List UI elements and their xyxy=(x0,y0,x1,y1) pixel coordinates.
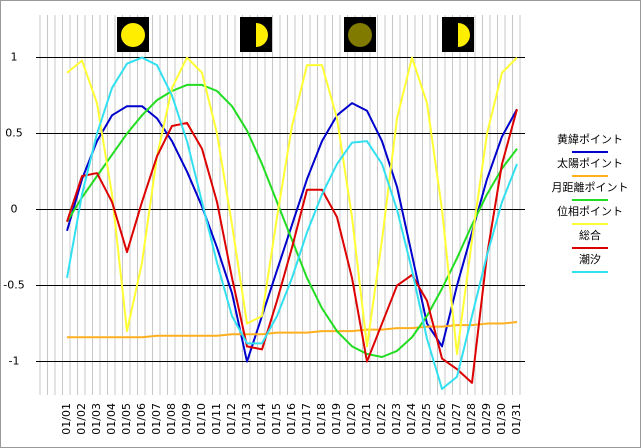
x-tick-label: 01/08 xyxy=(165,403,178,435)
x-tick-label: 01/30 xyxy=(495,403,508,435)
half-moon xyxy=(458,23,470,47)
x-tick-label: 01/15 xyxy=(270,403,283,435)
legend-label: 太陽ポイント xyxy=(557,157,623,170)
series-line xyxy=(66,56,518,390)
x-tick-label: 01/10 xyxy=(195,403,208,435)
y-tick-label: 1 xyxy=(11,51,18,64)
x-tick-label: 01/17 xyxy=(300,403,313,435)
x-tick-label: 01/06 xyxy=(135,403,148,435)
x-tick-label: 01/31 xyxy=(510,403,523,435)
series-line xyxy=(66,56,518,355)
x-tick-label: 01/13 xyxy=(240,403,253,435)
moon-icons xyxy=(117,17,474,52)
x-tick-label: 01/29 xyxy=(480,403,493,435)
x-tick-label: 01/26 xyxy=(435,403,448,435)
x-tick-label: 01/20 xyxy=(345,403,358,435)
full-moon xyxy=(121,23,145,47)
x-tick-label: 01/05 xyxy=(120,403,133,435)
x-tick-label: 01/01 xyxy=(60,403,73,435)
x-tick-label: 01/23 xyxy=(390,403,403,435)
half-moon xyxy=(256,23,268,47)
x-tick-label: 01/25 xyxy=(420,403,433,435)
y-tick-label: -1 xyxy=(9,355,20,368)
x-tick-label: 01/28 xyxy=(465,403,478,435)
y-tick-label: 0.5 xyxy=(5,127,23,140)
x-tick-label: 01/11 xyxy=(210,403,223,435)
legend-label: 位相ポイント xyxy=(557,204,623,218)
x-tick-label: 01/12 xyxy=(225,403,238,435)
x-tick-label: 01/22 xyxy=(375,403,388,435)
x-tick-label: 01/07 xyxy=(150,403,163,435)
x-tick-label: 01/14 xyxy=(255,403,268,435)
legend-label: 潮汐 xyxy=(579,252,601,266)
legend-label: 総合 xyxy=(579,228,601,242)
legend-label: 月距離ポイント xyxy=(552,180,629,194)
y-tick-label: -0.5 xyxy=(3,279,24,292)
y-tick-label: 0 xyxy=(11,203,18,216)
series-line xyxy=(66,108,518,384)
x-tick-label: 01/03 xyxy=(90,403,103,435)
series-line xyxy=(67,321,518,339)
series-line xyxy=(66,83,518,358)
x-tick-label: 01/09 xyxy=(180,403,193,435)
x-tick-label: 01/02 xyxy=(75,403,88,435)
x-tick-label: 01/04 xyxy=(105,403,118,435)
series-line xyxy=(66,102,518,363)
x-tick-label: 01/18 xyxy=(315,403,328,435)
legend-label: 黄緯ポイント xyxy=(557,132,623,146)
x-tick-label: 01/19 xyxy=(330,403,343,435)
x-tick-label: 01/24 xyxy=(405,403,418,435)
x-tick-label: 01/21 xyxy=(360,403,373,435)
x-tick-label: 01/16 xyxy=(285,403,298,435)
new-moon xyxy=(348,23,372,47)
x-tick-label: 01/27 xyxy=(450,403,463,435)
